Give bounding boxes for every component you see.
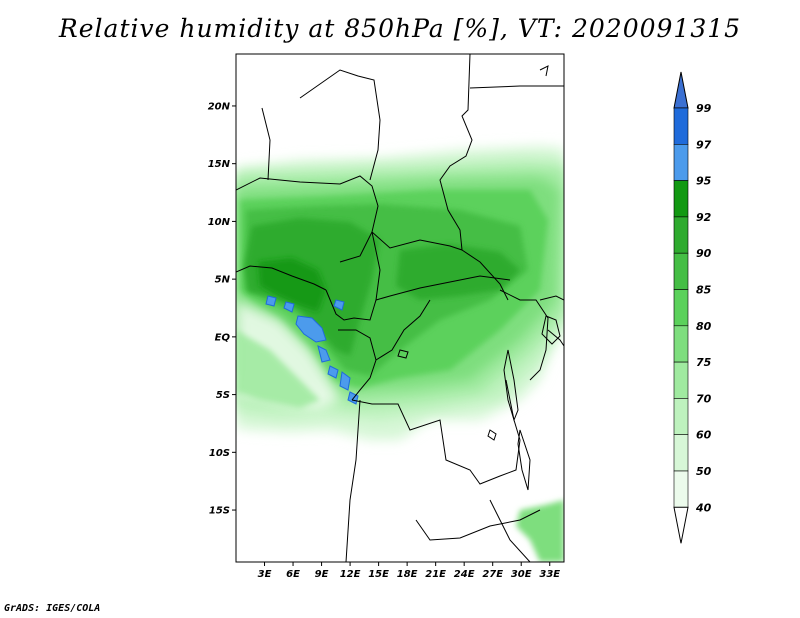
colorbar-label: 92 [696, 211, 712, 224]
high-humidity-spots [265, 295, 359, 405]
lat-tick-label: 5S [216, 390, 230, 401]
grads-credit: GrADS: IGES/COLA [4, 603, 101, 614]
colorbar-segment [673, 252, 689, 290]
colorbar-top-arrow [673, 71, 689, 109]
colorbar-bottom-arrow [673, 506, 689, 544]
lon-tick-label: 24E [454, 569, 475, 580]
colorbar-label: 90 [696, 247, 712, 260]
colorbar-segment [673, 325, 689, 363]
lakes [397, 315, 561, 491]
longitude-axis: 3E 6E 9E 12E 15E 18E 21E 24E 27E 30E 33E [258, 562, 560, 580]
colorbar-label: 80 [696, 320, 712, 333]
lon-tick-label: 18E [397, 569, 418, 580]
lat-tick-label: 15N [208, 159, 231, 170]
colorbar-segment [673, 361, 689, 399]
lat-tick-label: EQ [215, 332, 231, 343]
colorbar-segment [673, 434, 689, 472]
colorbar-label: 99 [696, 102, 712, 115]
colorbar-label: 97 [696, 138, 712, 151]
lat-tick-label: 5N [215, 275, 231, 286]
lon-tick-label: 3E [258, 569, 272, 580]
lon-tick-label: 12E [340, 569, 361, 580]
lat-tick-label: 15S [209, 506, 230, 517]
humidity-field [236, 146, 564, 562]
colorbar-label: 60 [696, 429, 712, 442]
colorbar-segment [673, 180, 689, 218]
colorbar-segment [673, 107, 689, 145]
colorbar-label: 85 [696, 284, 712, 297]
colorbar-label: 75 [696, 356, 712, 369]
lat-tick-label: 10S [209, 448, 230, 459]
lon-tick-label: 30E [511, 569, 532, 580]
colorbar-segment [673, 216, 689, 254]
lon-tick-label: 27E [482, 569, 503, 580]
colorbar-segment [673, 470, 689, 508]
map-title: Relative humidity at 850hPa [%], VT: 202… [58, 14, 742, 43]
lon-tick-label: 15E [368, 569, 389, 580]
colorbar: 99 97 95 92 90 85 80 75 70 60 50 40 [673, 71, 712, 544]
lat-tick-label: 10N [208, 217, 231, 228]
map-frame [235, 53, 565, 563]
colorbar-segment [673, 144, 689, 181]
colorbar-label: 95 [696, 175, 712, 188]
colorbar-label: 50 [696, 465, 712, 478]
latitude-axis: 20N 15N 10N 5N EQ 5S 10S 15S [208, 101, 236, 517]
lon-tick-label: 33E [539, 569, 560, 580]
lon-tick-label: 21E [425, 569, 446, 580]
colorbar-segment [673, 289, 689, 327]
lon-tick-label: 9E [315, 569, 329, 580]
colorbar-label: 40 [695, 501, 712, 514]
lon-tick-label: 6E [286, 569, 300, 580]
colorbar-segment [673, 398, 689, 435]
colorbar-label: 70 [696, 392, 712, 405]
lat-tick-label: 20N [208, 101, 231, 112]
country-borders [236, 54, 564, 562]
